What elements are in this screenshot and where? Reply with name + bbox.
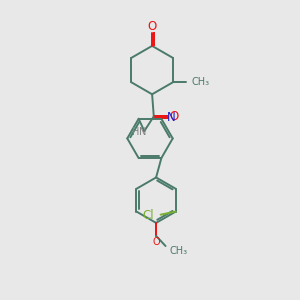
- Text: O: O: [148, 20, 157, 34]
- Text: O: O: [169, 110, 178, 123]
- Text: N: N: [139, 127, 146, 137]
- Text: Cl: Cl: [142, 209, 154, 222]
- Text: O: O: [152, 237, 160, 247]
- Text: H: H: [132, 127, 139, 137]
- Text: CH₃: CH₃: [192, 77, 210, 87]
- Text: N: N: [167, 111, 176, 124]
- Text: CH₃: CH₃: [169, 246, 187, 256]
